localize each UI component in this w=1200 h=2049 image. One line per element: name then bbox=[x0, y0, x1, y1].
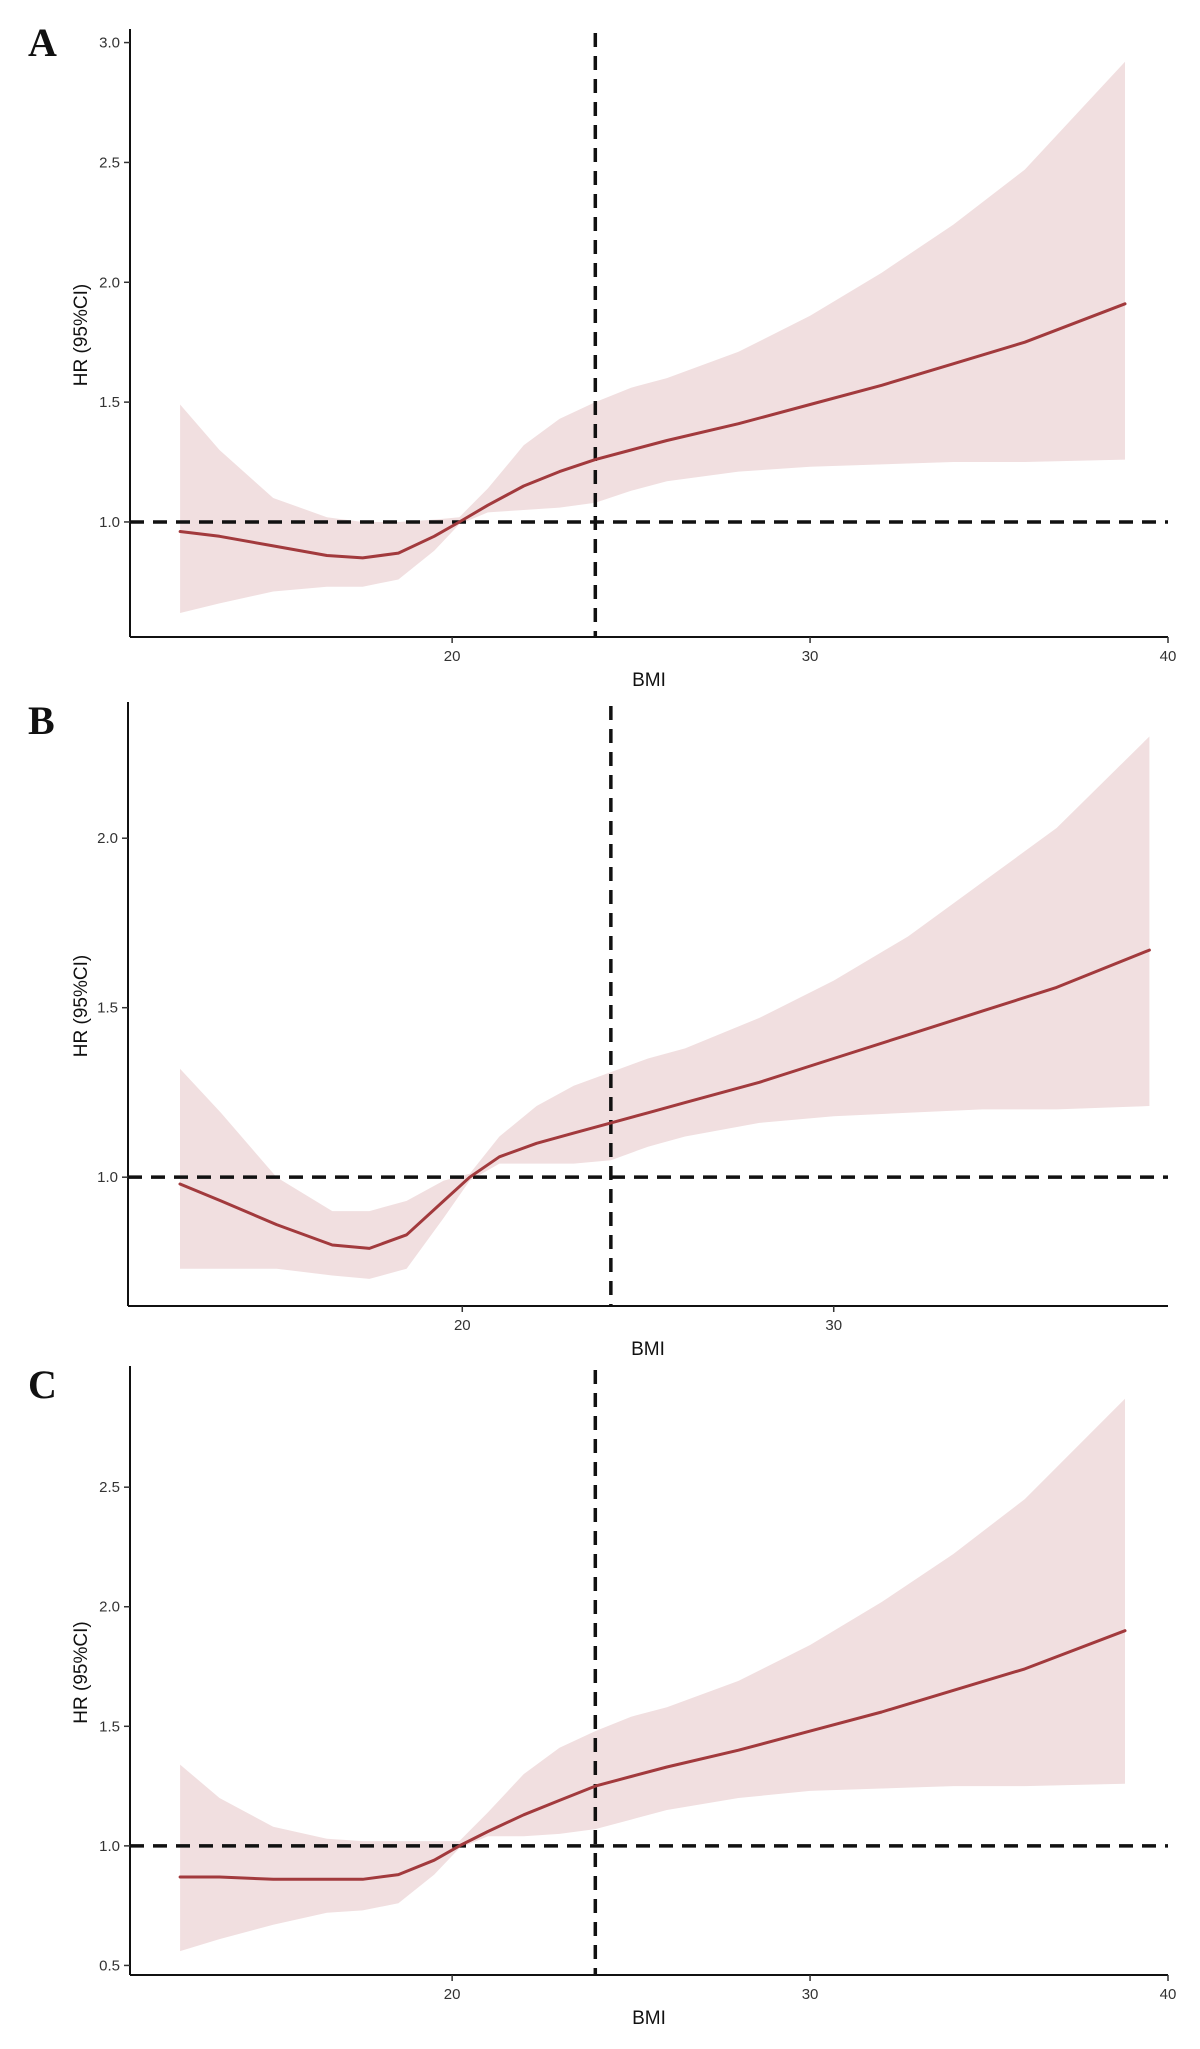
panel-c-hr-line bbox=[178, 1629, 1127, 1881]
panel-c-y-tick-label: 1.0 bbox=[99, 1838, 120, 1855]
panel-a: 1.0 1.5 2.0 2.5 3.0 20 30 40 BMI HR (95%CI) A bbox=[28, 20, 1176, 691]
panel-c-y-tick-label: 2.5 bbox=[99, 1479, 120, 1496]
panel-c-y-axis-title: HR (95%CI) bbox=[71, 1621, 92, 1723]
panel-a-y-tick-label: 3.0 bbox=[99, 35, 120, 52]
panel-a-hr-line bbox=[178, 302, 1127, 560]
panel-a-x-tick-label: 20 bbox=[444, 648, 461, 665]
panel-c-x-tick-label: 20 bbox=[444, 1986, 461, 2003]
panel-b-x-tick-label: 20 bbox=[454, 1317, 471, 1334]
panel-b-x-axis-title: BMI bbox=[631, 1339, 665, 1360]
panel-b-x-tick-label: 30 bbox=[825, 1317, 842, 1334]
panel-b-y-tick-label: 1.0 bbox=[97, 1169, 118, 1186]
panel-a-y-tick-label: 2.0 bbox=[99, 274, 120, 291]
panel-b-y-tick-label: 1.5 bbox=[97, 1000, 118, 1017]
panel-c-y-tick-label: 0.5 bbox=[99, 1957, 120, 1974]
panel-c-x-axis-title: BMI bbox=[632, 2008, 666, 2029]
panel-b-ci-band bbox=[180, 736, 1150, 1279]
panel-a-ci-band bbox=[180, 61, 1126, 614]
panel-a-y-tick-label: 1.0 bbox=[99, 514, 120, 531]
panel-b: 1.0 1.5 2.0 20 30 BMI HR (95%CI) B bbox=[28, 698, 1168, 1360]
panel-c: 0.5 1.0 1.5 2.0 2.5 20 30 40 BMI HR (95%CI) C bbox=[28, 1362, 1176, 2029]
panel-a-y-tick-label: 2.5 bbox=[99, 154, 120, 171]
panel-b-y-tick-label: 2.0 bbox=[97, 830, 118, 847]
panel-a-letter: A bbox=[28, 20, 57, 65]
panel-c-y-tick-label: 1.5 bbox=[99, 1718, 120, 1735]
panel-b-y-axis-title: HR (95%CI) bbox=[71, 955, 92, 1057]
panel-a-x-tick-label: 40 bbox=[1160, 648, 1177, 665]
panel-b-letter: B bbox=[28, 698, 55, 743]
panel-a-x-axis-title: BMI bbox=[632, 670, 666, 691]
panel-c-x-tick-label: 40 bbox=[1160, 1986, 1177, 2003]
panel-c-y-tick-label: 2.0 bbox=[99, 1599, 120, 1616]
panel-a-y-tick-label: 1.5 bbox=[99, 394, 120, 411]
panel-c-ci-band bbox=[180, 1398, 1126, 1952]
panel-a-y-axis-title: HR (95%CI) bbox=[71, 284, 92, 386]
panel-a-x-tick-label: 30 bbox=[802, 648, 819, 665]
panel-b-hr-line bbox=[178, 948, 1151, 1250]
panel-c-letter: C bbox=[28, 1362, 57, 1407]
panel-c-x-tick-label: 30 bbox=[802, 1986, 819, 2003]
